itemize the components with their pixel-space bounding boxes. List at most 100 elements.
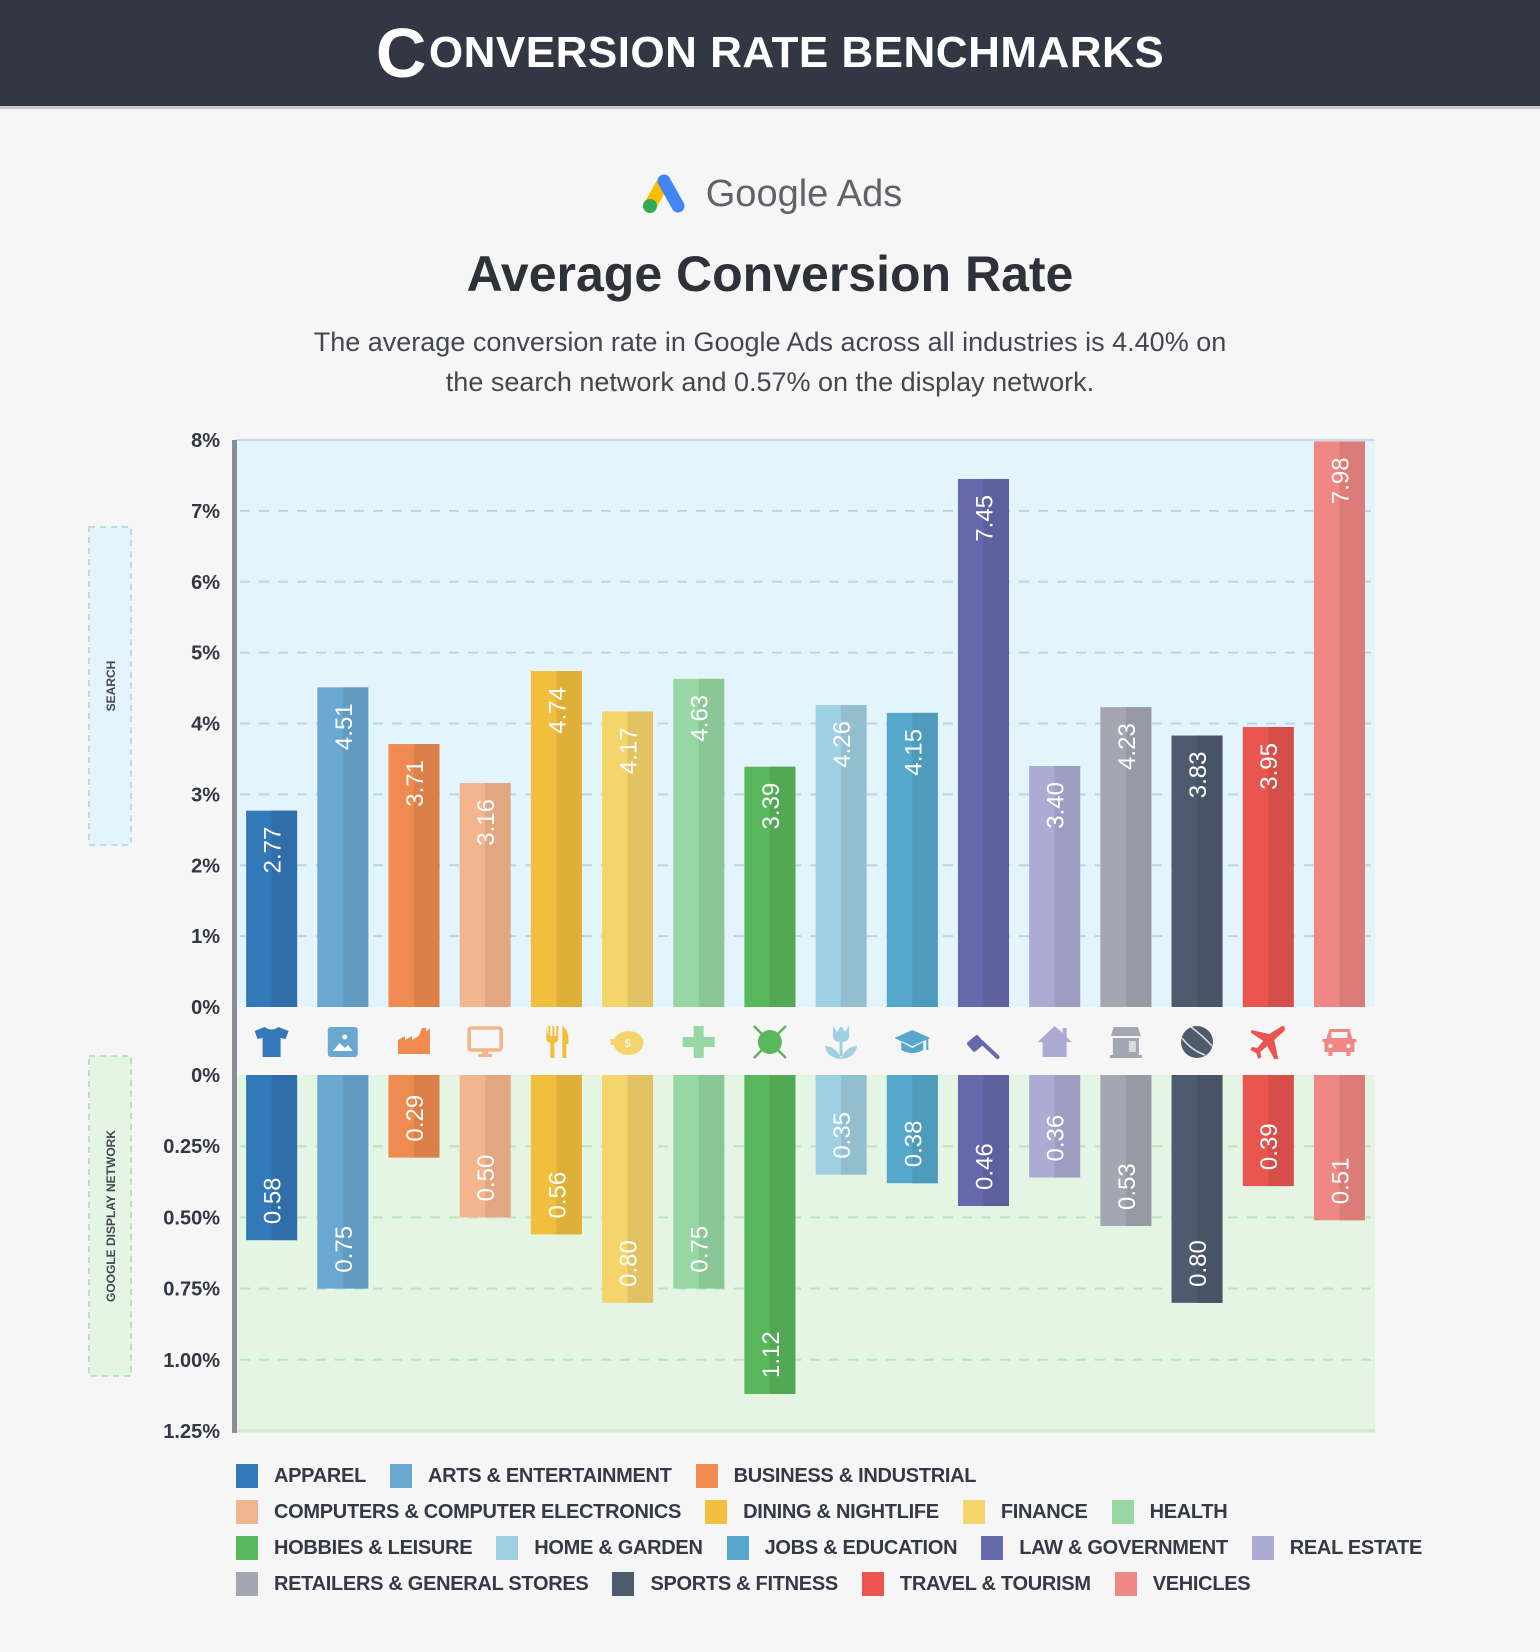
piggy-bank-icon: $ (610, 1031, 644, 1055)
legend-swatch (612, 1572, 635, 1596)
search-value-label: 3.71 (402, 760, 429, 807)
search-bar-shade (1125, 707, 1152, 1007)
y-axis-line (232, 440, 237, 1433)
legend-item: TRAVEL & TOURISM (861, 1572, 1091, 1596)
legend-row: HOBBIES & LEISURE HOME & GARDEN JOBS & EDU… (236, 1530, 1476, 1566)
display-bar (886, 1075, 938, 1184)
display-bar-shade (841, 1075, 867, 1175)
display-value-label: 0.58 (260, 1177, 287, 1224)
display-value-label: 0.46 (971, 1143, 998, 1190)
display-bar-shade (627, 1075, 654, 1303)
display-tick-label: 1.00% (163, 1350, 220, 1372)
svg-text:$: $ (624, 1038, 630, 1050)
legend-label: LAW & GOVERNMENT (1019, 1536, 1228, 1559)
header-banner (0, 0, 1540, 106)
legend-item: ARTS & ENTERTAINMENT (389, 1464, 672, 1488)
legend-label: REAL ESTATE (1289, 1536, 1423, 1559)
plus-icon (682, 1026, 715, 1058)
legend-swatch (496, 1536, 519, 1560)
search-bar (744, 766, 796, 1007)
display-bar (246, 1075, 298, 1241)
legend-label: TRAVEL & TOURISM (899, 1572, 1091, 1595)
display-value-label: 0.38 (900, 1121, 927, 1168)
car-icon (1322, 1029, 1357, 1056)
legend-row: APPAREL ARTS & ENTERTAINMENT BUSINESS & IN… (236, 1458, 1476, 1494)
search-value-label: 4.63 (687, 695, 714, 742)
display-bar (602, 1075, 654, 1303)
legend-item: VEHICLES (1114, 1572, 1251, 1596)
search-value-label: 3.83 (1185, 752, 1212, 799)
search-value-label: 3.95 (1256, 743, 1283, 790)
display-tick-label: 0% (191, 1065, 220, 1087)
search-value-label: 7.98 (1327, 457, 1354, 504)
display-bar-shade (485, 1075, 511, 1218)
display-bar (1171, 1075, 1223, 1303)
search-bar (246, 810, 298, 1007)
search-value-label: 4.74 (544, 687, 571, 734)
legend-swatch (981, 1536, 1004, 1560)
header-title: C ONVERSION RATE BENCHMARKS (0, 0, 1540, 106)
display-value-label: 0.36 (1043, 1115, 1070, 1162)
search-value-label: 3.39 (758, 783, 785, 830)
display-bar (673, 1075, 725, 1289)
display-bar-shade (698, 1075, 725, 1289)
search-value-label: 7.45 (971, 495, 998, 542)
yarn-ball-icon (753, 1025, 787, 1059)
display-tick-label: 1.25% (163, 1421, 220, 1443)
legend-item: APPAREL (236, 1464, 366, 1488)
chart-subtitle: The average conversion rate in Google Ad… (240, 322, 1300, 402)
search-tick-label: 7% (191, 501, 220, 523)
search-tick-label: 1% (191, 926, 220, 948)
search-bar (1242, 727, 1294, 1007)
search-value-label: 4.23 (1114, 723, 1141, 770)
display-bar (1242, 1075, 1294, 1187)
display-bar (957, 1075, 1009, 1207)
legend-label: DINING & NIGHTLIFE (743, 1500, 939, 1523)
subtitle-line: the search network and 0.57% on the disp… (445, 367, 1095, 397)
legend-swatch (236, 1500, 258, 1524)
search-bar (602, 711, 654, 1007)
legend: APPAREL ARTS & ENTERTAINMENT BUSINESS & IN… (236, 1458, 1476, 1602)
display-bar-shade (1268, 1075, 1294, 1187)
legend-swatch (695, 1464, 718, 1488)
google-ads-logo-icon (642, 174, 685, 213)
tshirt-icon (254, 1027, 289, 1057)
legend-label: APPAREL (274, 1464, 366, 1487)
legend-item: SPORTS & FITNESS (612, 1572, 838, 1596)
legend-swatch (861, 1572, 884, 1596)
display-bar (1100, 1075, 1152, 1226)
display-bar (388, 1075, 440, 1158)
display-value-label: 0.51 (1327, 1158, 1354, 1205)
legend-swatch (236, 1536, 258, 1560)
legend-label: SPORTS & FITNESS (650, 1572, 838, 1595)
legend-swatch (236, 1572, 258, 1596)
search-bar-shade (271, 810, 298, 1007)
legend-item: HOBBIES & LEISURE (236, 1536, 473, 1560)
legend-swatch (962, 1500, 985, 1524)
search-tick-label: 0% (191, 997, 220, 1019)
search-bar-shade (1268, 727, 1294, 1007)
display-value-label: 0.50 (473, 1155, 500, 1202)
display-bar-shade (556, 1075, 582, 1235)
display-bar (530, 1075, 582, 1235)
display-value-label: 0.80 (1185, 1240, 1212, 1287)
display-tick-label: 0.75% (163, 1279, 220, 1301)
fork-knife-icon (546, 1026, 569, 1058)
legend-item: HOME & GARDEN (496, 1536, 703, 1560)
search-bar-shade (556, 671, 582, 1007)
legend-item: HEALTH (1111, 1500, 1228, 1524)
search-bar (957, 478, 1009, 1007)
legend-swatch (705, 1500, 728, 1524)
legend-label: BUSINESS & INDUSTRIAL (733, 1464, 977, 1487)
search-bar-shade (413, 744, 440, 1007)
display-bar (744, 1075, 796, 1394)
search-side-box (88, 526, 132, 846)
display-value-label: 0.29 (402, 1095, 429, 1142)
search-bar (1313, 441, 1365, 1008)
display-bar-shade (271, 1075, 298, 1241)
legend-item: LAW & GOVERNMENT (981, 1536, 1228, 1560)
search-bar-shade (769, 766, 796, 1007)
search-bar-shade (912, 712, 938, 1007)
search-tick-label: 2% (191, 855, 220, 877)
graduation-cap-icon (894, 1030, 931, 1053)
